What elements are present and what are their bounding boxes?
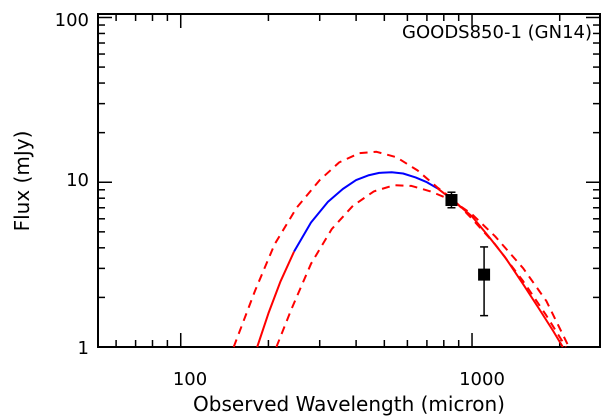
y-axis-title: Flux (mJy) [10, 131, 34, 232]
dashed-curve-3 [232, 150, 567, 348]
y-tick-label-10: 10 [66, 170, 89, 191]
y-tick-label-1: 1 [78, 338, 89, 359]
x-axis-title: Observed Wavelength (micron) [193, 392, 505, 416]
chart-title: GOODS850-1 (GN14) [402, 22, 592, 43]
x-tick-label-100: 100 [173, 369, 207, 390]
plot-frame [97, 13, 601, 348]
minor-ticks [98, 14, 600, 347]
dashed-curve-4 [275, 184, 570, 348]
model-curve-0 [256, 251, 296, 348]
x-tick-label-1000: 1000 [459, 369, 505, 390]
data-points [445, 191, 491, 317]
y-tick-label-100: 100 [55, 10, 89, 31]
data-point-0 [445, 194, 458, 207]
model-curves [232, 150, 570, 348]
data-point-1 [478, 268, 491, 281]
model-curve-1 [293, 171, 438, 253]
model-curve-2 [436, 187, 564, 348]
major-ticks [98, 14, 600, 348]
